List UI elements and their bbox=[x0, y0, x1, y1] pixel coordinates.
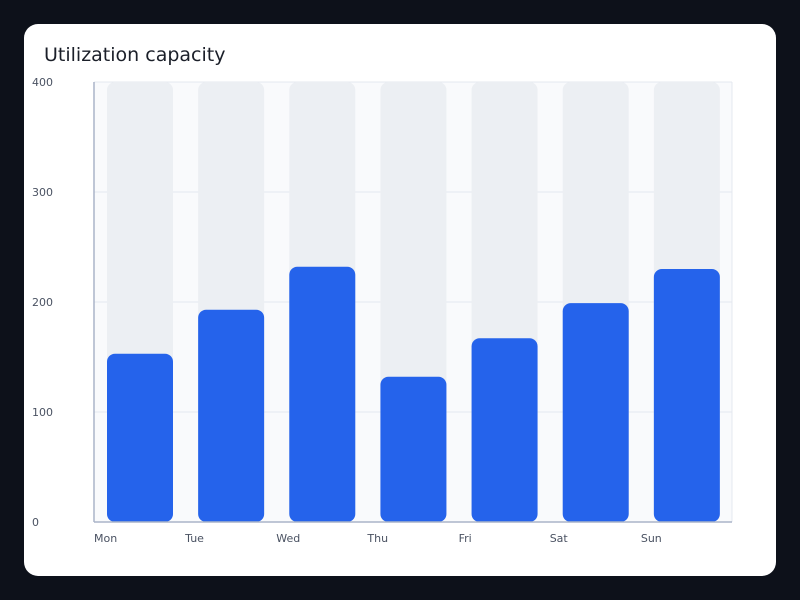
bar[interactable] bbox=[653, 269, 720, 522]
x-tick-label: Thu bbox=[366, 532, 388, 545]
bar[interactable] bbox=[380, 376, 447, 522]
x-tick-label: Sat bbox=[550, 532, 569, 545]
bar[interactable] bbox=[562, 303, 629, 522]
bar[interactable] bbox=[198, 309, 265, 522]
x-tick-label: Sun bbox=[641, 532, 662, 545]
x-tick-label: Wed bbox=[276, 532, 300, 545]
bar[interactable] bbox=[107, 353, 173, 522]
y-tick-label: 300 bbox=[32, 186, 53, 199]
y-tick-label: 100 bbox=[32, 406, 53, 419]
x-tick-label: Tue bbox=[184, 532, 204, 545]
y-tick-label: 200 bbox=[32, 296, 53, 309]
bar[interactable] bbox=[471, 338, 538, 522]
y-tick-label: 0 bbox=[32, 516, 39, 529]
x-tick-label: Fri bbox=[459, 532, 472, 545]
chart-title: Utilization capacity bbox=[44, 44, 226, 66]
bar[interactable] bbox=[289, 266, 356, 522]
y-tick-label: 400 bbox=[32, 76, 53, 89]
x-tick-label: Mon bbox=[94, 532, 117, 545]
